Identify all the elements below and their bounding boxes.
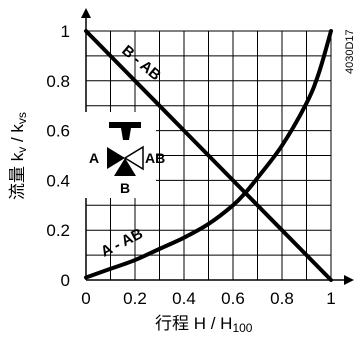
- x-tick-label: 0.8: [270, 289, 294, 308]
- valve-port-b-label: B: [120, 180, 130, 196]
- x-axis-arrow: [344, 275, 354, 285]
- x-axis-title: 行程 H / H100: [155, 314, 253, 335]
- curve-label-b-ab: B - AB: [118, 42, 164, 84]
- y-tick-label: 0: [61, 271, 70, 290]
- valve-symbol: A AB B: [84, 112, 165, 198]
- curves: [84, 29, 333, 282]
- x-tick-label: 1: [326, 289, 335, 308]
- x-tick-label: 0.2: [123, 289, 147, 308]
- valve-port-a-label: A: [89, 150, 99, 166]
- valve-actuator-icon: [109, 122, 141, 140]
- x-tick-label: 0.4: [172, 289, 196, 308]
- valve-port-ab-label: AB: [145, 150, 165, 166]
- x-tick-label: 0: [81, 289, 90, 308]
- y-axis-arrow: [81, 8, 91, 18]
- tick-labels: 0 0.2 0.4 0.6 0.8 1 0 0.2 0.4 0.6 0.8 1: [46, 22, 335, 308]
- valve-port-b-triangle: [114, 158, 136, 176]
- valve-port-ab-triangle: [123, 145, 144, 171]
- valve-port-a-triangle: [107, 147, 125, 169]
- figure-code: 4030D17: [344, 29, 356, 74]
- y-tick-label: 0.8: [46, 72, 70, 91]
- x-tick-label: 0.6: [221, 289, 245, 308]
- y-axis-title: 流量 kv / kvs: [8, 112, 29, 200]
- y-tick-label: 0.4: [46, 171, 70, 190]
- y-tick-label: 0.2: [46, 221, 70, 240]
- y-tick-label: 0.6: [46, 122, 70, 141]
- series-line-a-ab: [84, 29, 333, 280]
- series-line-b-ab: [84, 29, 333, 282]
- y-tick-label: 1: [61, 22, 70, 41]
